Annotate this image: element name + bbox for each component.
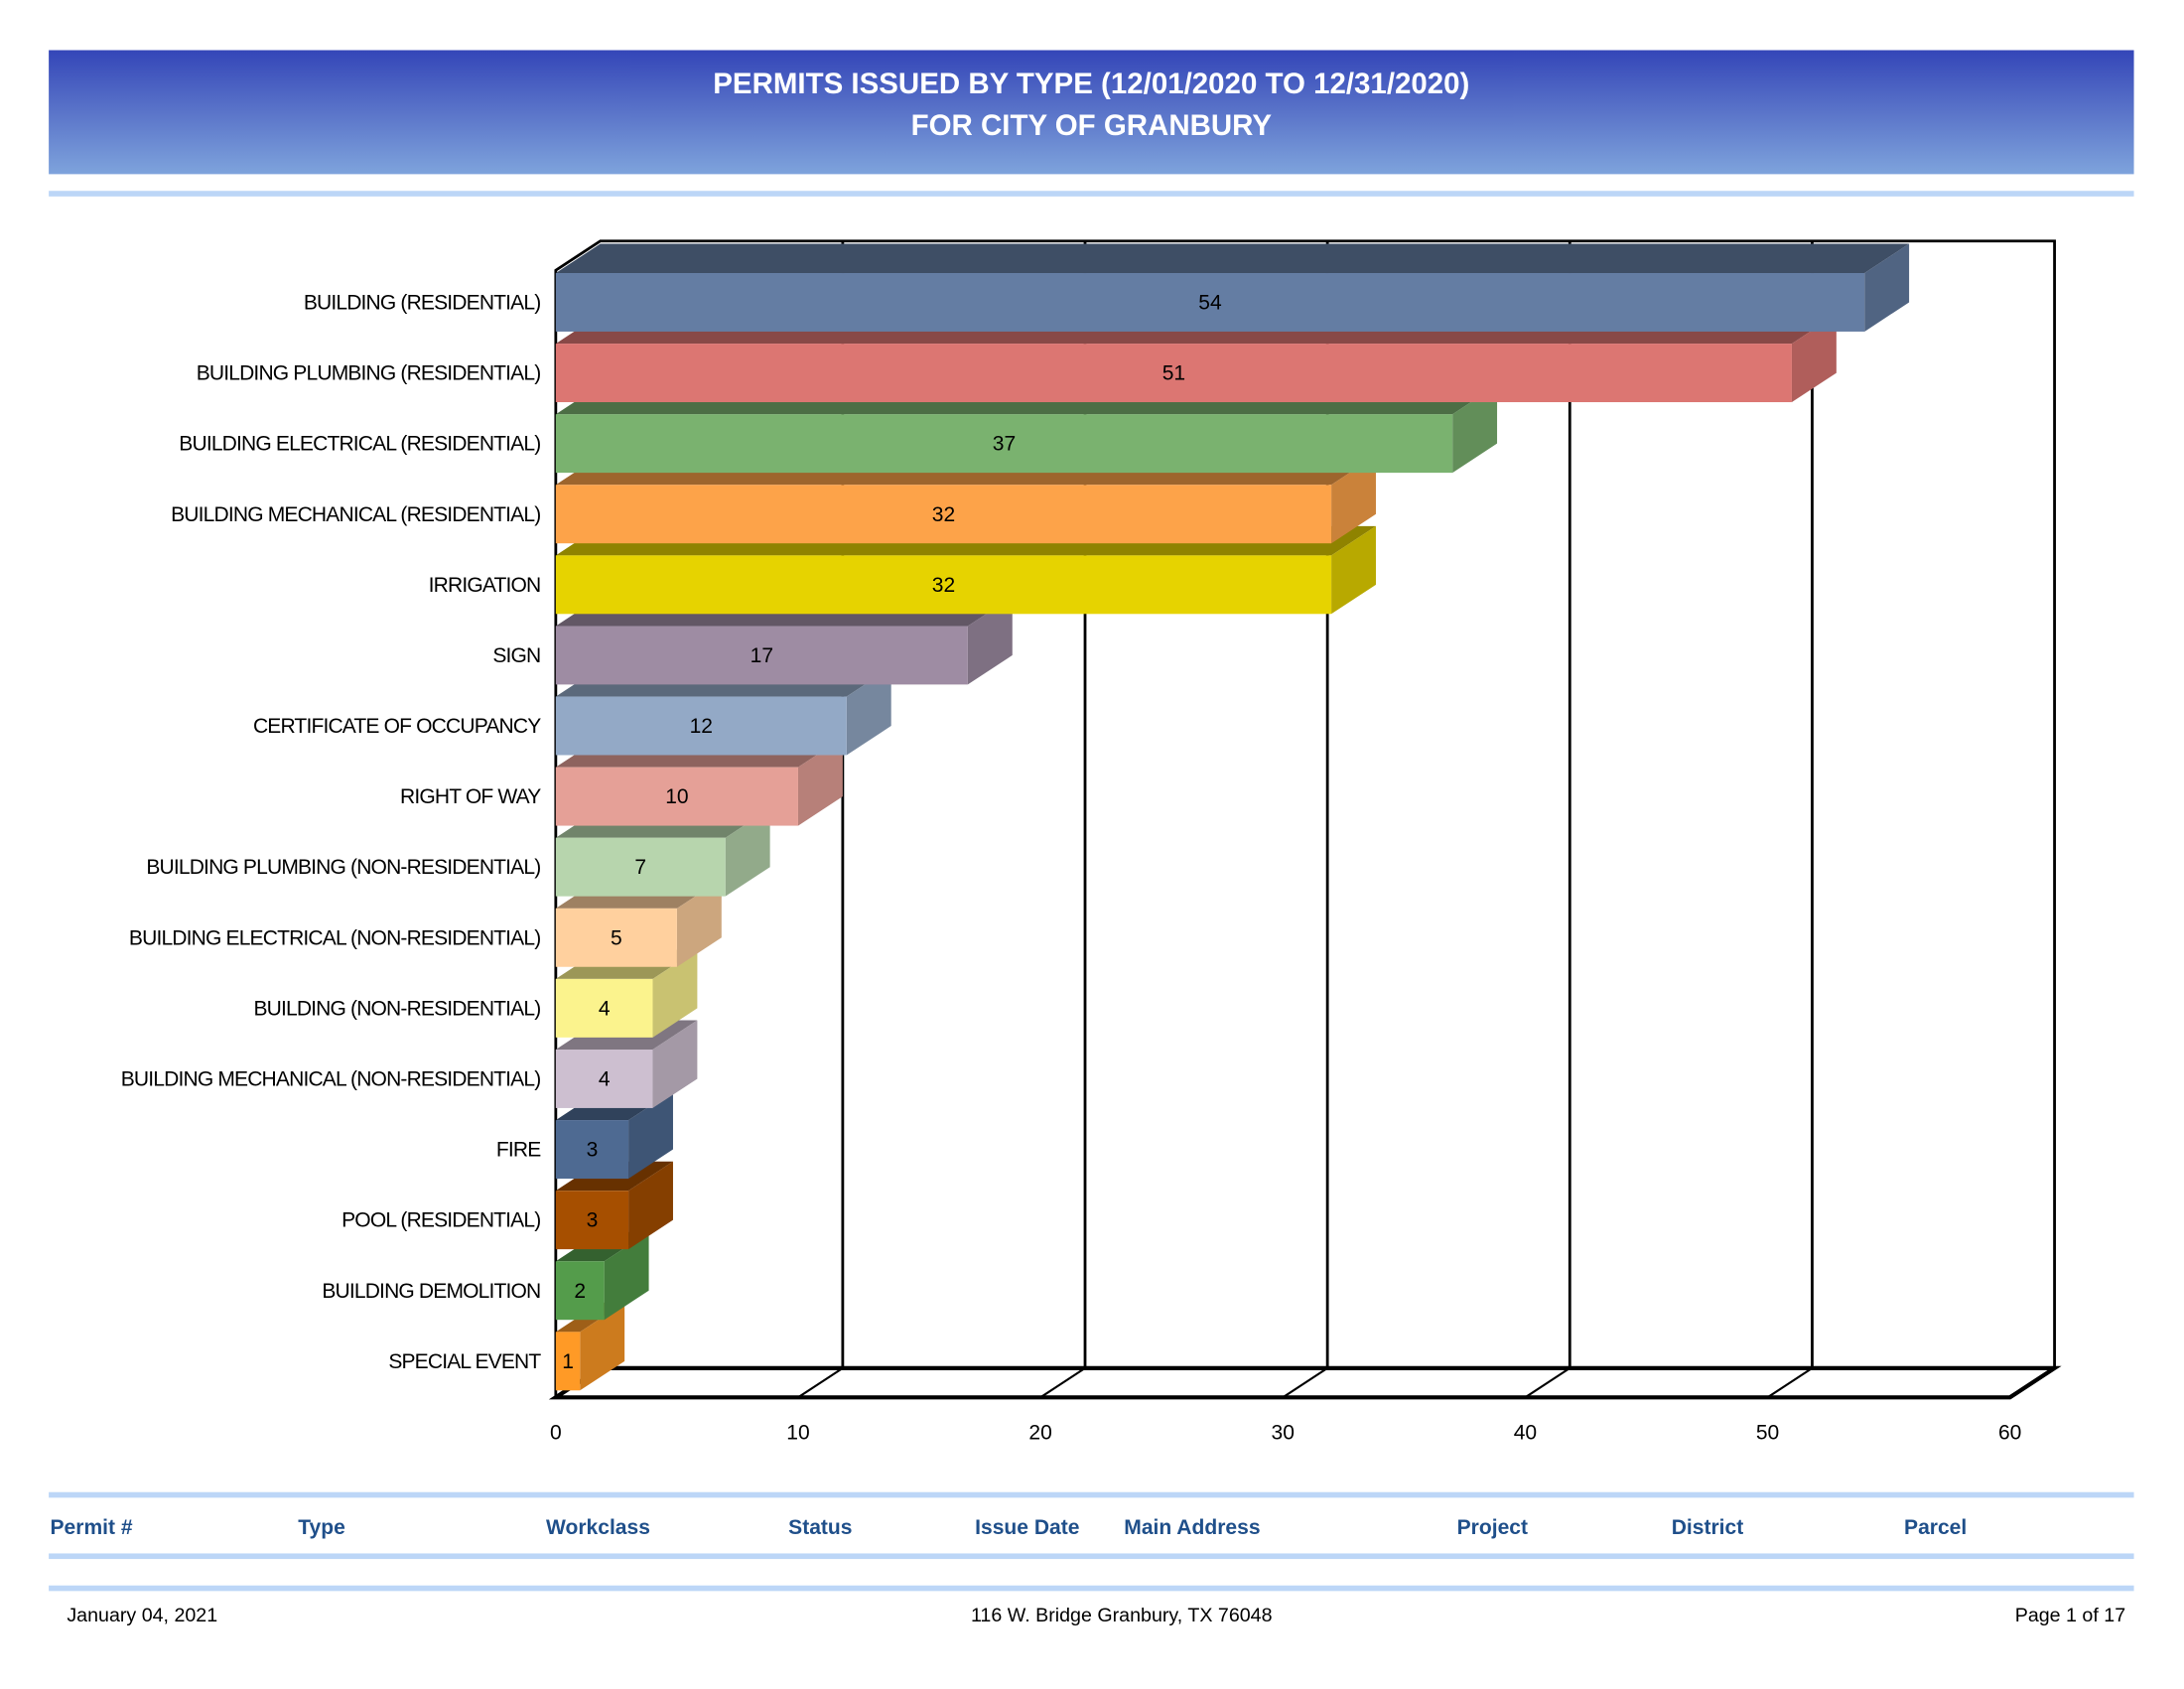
category-label: BUILDING ELECTRICAL (NON-RESIDENTIAL)	[129, 926, 540, 949]
column-header-main-address[interactable]: Main Address	[1124, 1515, 1261, 1540]
column-header-district[interactable]: District	[1671, 1515, 1744, 1540]
bar	[555, 414, 1453, 474]
category-label: BUILDING (NON-RESIDENTIAL)	[253, 997, 540, 1020]
bar-value-label: 3	[587, 1139, 599, 1162]
footer-divider	[49, 1585, 2134, 1592]
category-label: BUILDING MECHANICAL (RESIDENTIAL)	[171, 503, 540, 526]
footer-date: January 04, 2021	[67, 1603, 218, 1626]
x-tick-label: 30	[1272, 1421, 1295, 1444]
bar-value-label: 4	[599, 1067, 611, 1090]
bar	[555, 485, 1332, 544]
bar	[555, 1120, 629, 1180]
column-header-issue-date[interactable]: Issue Date	[975, 1515, 1080, 1540]
permits-bar-chart: 0 10 20 30 40 50 60 1 SPECIAL EVENT 2 BUILDING DEM…	[121, 239, 2062, 1444]
column-header-type[interactable]: Type	[298, 1515, 345, 1540]
bar-side-face	[1452, 384, 1498, 474]
bar-top-face	[555, 243, 1910, 274]
bar	[555, 1191, 629, 1250]
column-header-project[interactable]: Project	[1456, 1515, 1529, 1540]
footer-address: 116 W. Bridge Granbury, TX 76048	[970, 1603, 1273, 1626]
bar-value-label: 32	[932, 574, 955, 597]
bar-value-label: 12	[690, 715, 713, 738]
floor-gridline	[1524, 1366, 1570, 1399]
report-header: PERMITS ISSUED BY TYPE (12/01/2020 TO 12…	[49, 50, 2134, 175]
bar	[555, 1332, 581, 1391]
report-subtitle: FOR CITY OF GRANBURY	[910, 109, 1273, 143]
x-tick-label: 40	[1514, 1421, 1537, 1444]
floor-gridline	[1282, 1366, 1328, 1399]
bar	[555, 1050, 653, 1108]
bar	[555, 696, 847, 756]
table-header-divider	[49, 1553, 2134, 1560]
bar-value-label: 54	[1198, 291, 1222, 314]
column-header-status[interactable]: Status	[788, 1515, 853, 1540]
table-header-row: Permit # Type Workclass Status Issue Dat…	[0, 1516, 2184, 1547]
category-label: BUILDING MECHANICAL (NON-RESIDENTIAL)	[121, 1067, 541, 1090]
column-header-permit[interactable]: Permit #	[50, 1515, 133, 1540]
bar-value-label: 51	[1162, 362, 1185, 385]
category-label: BUILDING PLUMBING (RESIDENTIAL)	[197, 362, 541, 385]
category-label: BUILDING ELECTRICAL (RESIDENTIAL)	[179, 433, 540, 456]
bar-side-face	[676, 879, 722, 967]
category-label: BUILDING DEMOLITION	[322, 1280, 540, 1303]
bar	[555, 837, 726, 897]
report-title: PERMITS ISSUED BY TYPE (12/01/2020 TO 12…	[713, 68, 1470, 101]
x-tick-label: 10	[786, 1421, 809, 1444]
bar-value-label: 2	[574, 1280, 586, 1303]
x-tick-label: 20	[1028, 1421, 1051, 1444]
bar-value-label: 5	[611, 926, 622, 949]
category-label: FIRE	[496, 1139, 541, 1162]
footer-page-number: Page 1 of 17	[2014, 1603, 2126, 1626]
bar-value-label: 17	[751, 644, 773, 667]
bar-3: 37	[555, 384, 1498, 474]
floor-gridline	[1766, 1366, 1814, 1399]
bar-value-label: 7	[634, 856, 646, 879]
category-label: BUILDING (RESIDENTIAL)	[304, 291, 541, 314]
bar-side-face	[604, 1231, 649, 1321]
floor-gridline	[1039, 1366, 1086, 1399]
bar-value-label: 37	[993, 433, 1016, 456]
category-label: BUILDING PLUMBING (NON-RESIDENTIAL)	[146, 856, 540, 879]
bar-side-face	[846, 667, 891, 756]
category-label: POOL (RESIDENTIAL)	[341, 1209, 540, 1232]
bar-side-face	[797, 738, 843, 826]
floor-gridline	[797, 1366, 844, 1399]
bar-side-face	[1331, 455, 1376, 544]
table-top-divider	[49, 1491, 2134, 1498]
bar-value-label: 10	[665, 785, 688, 808]
bar	[555, 626, 968, 685]
category-label: RIGHT OF WAY	[400, 785, 541, 808]
bar	[555, 344, 1792, 403]
bar	[555, 273, 1865, 332]
bar	[555, 767, 798, 826]
bar-side-face	[652, 949, 698, 1038]
bar	[555, 555, 1332, 615]
bar	[555, 978, 653, 1038]
x-tick-label: 60	[1998, 1421, 2021, 1444]
header-divider	[49, 191, 2134, 197]
bar-value-label: 3	[587, 1209, 599, 1232]
column-header-workclass[interactable]: Workclass	[546, 1515, 650, 1540]
bar-value-label: 32	[932, 503, 955, 526]
x-tick-label: 50	[1756, 1421, 1779, 1444]
category-label: SPECIAL EVENT	[388, 1350, 541, 1373]
bar-side-face	[652, 1020, 698, 1108]
bar-1: 54	[555, 243, 1910, 332]
category-label: CERTIFICATE OF OCCUPANCY	[253, 715, 541, 738]
bar-side-face	[1331, 525, 1376, 615]
column-header-parcel[interactable]: Parcel	[1904, 1515, 1968, 1540]
bar-value-label: 1	[562, 1350, 574, 1373]
bar-value-label: 4	[599, 997, 611, 1020]
x-tick-label: 0	[550, 1421, 562, 1444]
bar	[555, 908, 677, 967]
bar	[555, 1261, 605, 1321]
category-label: IRRIGATION	[429, 574, 541, 597]
category-label: SIGN	[492, 644, 540, 667]
